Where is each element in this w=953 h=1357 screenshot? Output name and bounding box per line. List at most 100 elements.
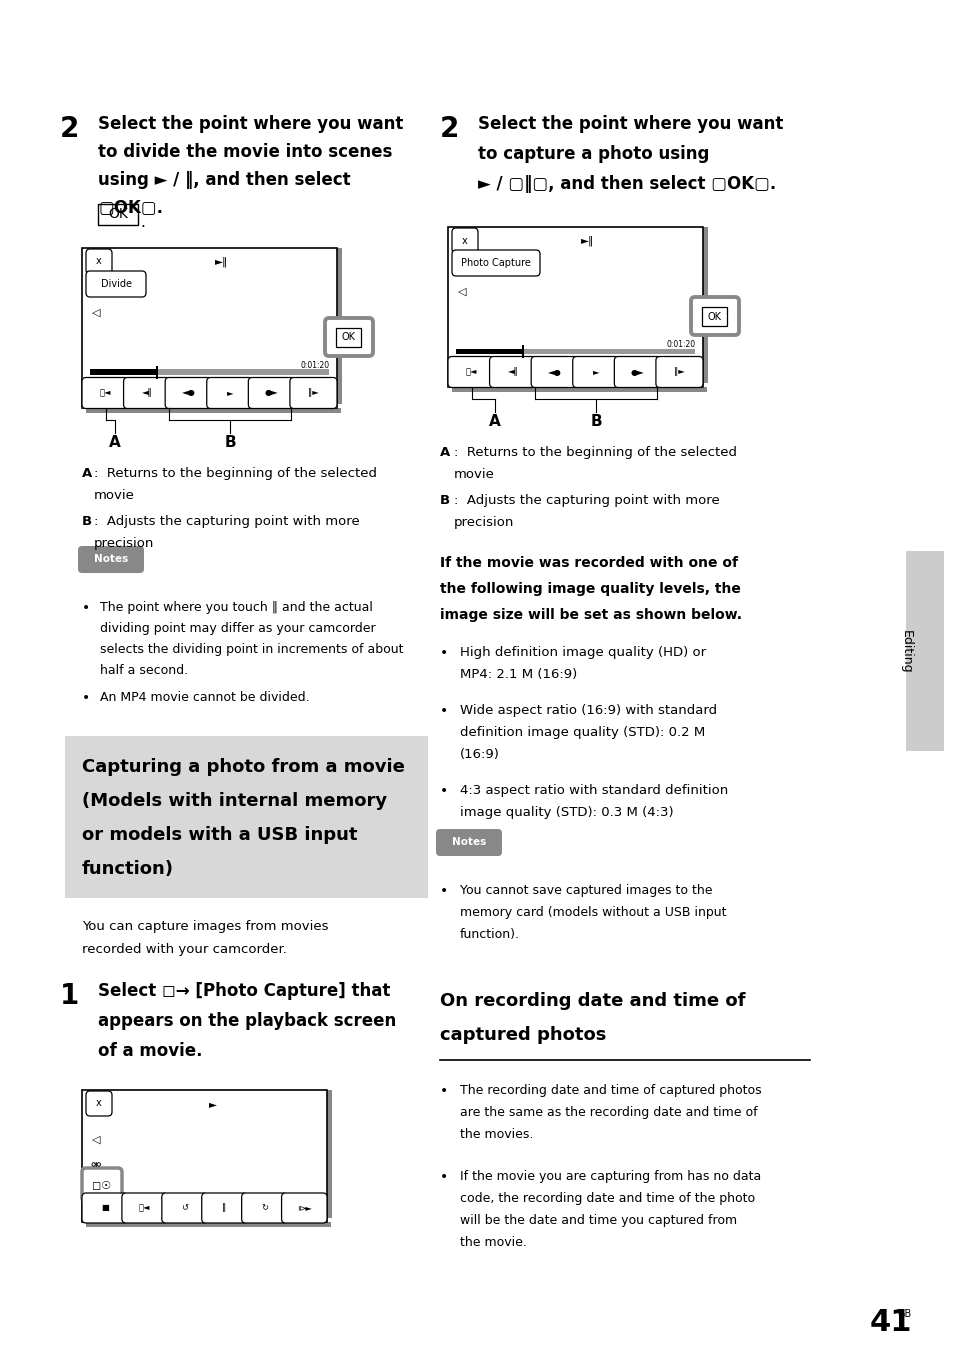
Text: precision: precision xyxy=(94,537,154,550)
Text: On recording date and time of: On recording date and time of xyxy=(439,992,744,1010)
FancyBboxPatch shape xyxy=(452,250,539,275)
Bar xyxy=(905,551,943,752)
FancyBboxPatch shape xyxy=(325,318,373,356)
Text: ⧖◄: ⧖◄ xyxy=(100,388,112,398)
Text: or models with a USB input: or models with a USB input xyxy=(82,826,357,844)
FancyBboxPatch shape xyxy=(78,546,144,573)
Text: You cannot save captured images to the: You cannot save captured images to the xyxy=(459,883,712,897)
Bar xyxy=(90,369,329,375)
Bar xyxy=(65,735,428,898)
Text: ⚮: ⚮ xyxy=(91,1159,101,1172)
FancyBboxPatch shape xyxy=(248,377,295,408)
Text: ◄●: ◄● xyxy=(182,388,195,398)
Text: selects the dividing point in increments of about: selects the dividing point in increments… xyxy=(100,643,403,655)
Text: ■: ■ xyxy=(101,1204,109,1213)
Text: B: B xyxy=(224,436,235,451)
Text: ◄‖: ◄‖ xyxy=(507,368,518,376)
Text: function): function) xyxy=(82,860,173,878)
Text: ◄●: ◄● xyxy=(547,368,561,376)
Text: •: • xyxy=(439,1170,448,1185)
FancyBboxPatch shape xyxy=(86,248,112,274)
Text: ⧖◄: ⧖◄ xyxy=(139,1204,151,1213)
Text: 0:01:20: 0:01:20 xyxy=(666,339,696,349)
Text: ►‖: ►‖ xyxy=(580,236,593,246)
FancyBboxPatch shape xyxy=(281,1193,327,1223)
Text: ►: ► xyxy=(593,368,598,376)
Text: dividing point may differ as your camcorder: dividing point may differ as your camcor… xyxy=(100,622,375,635)
Text: the movies.: the movies. xyxy=(459,1128,533,1141)
Text: If the movie you are capturing from has no data: If the movie you are capturing from has … xyxy=(459,1170,760,1183)
Text: ●►: ●► xyxy=(630,368,644,376)
Text: .: . xyxy=(140,214,145,229)
Text: Divide: Divide xyxy=(100,280,132,289)
Bar xyxy=(155,366,158,379)
FancyBboxPatch shape xyxy=(290,377,336,408)
Bar xyxy=(448,357,702,387)
Text: ►: ► xyxy=(209,1099,217,1109)
Bar xyxy=(456,349,695,354)
Text: Select the point where you want: Select the point where you want xyxy=(477,115,782,133)
Bar xyxy=(456,349,522,354)
FancyBboxPatch shape xyxy=(531,357,578,388)
Text: Select the point where you want: Select the point where you want xyxy=(98,115,403,133)
Text: captured photos: captured photos xyxy=(439,1026,606,1044)
Text: the movie.: the movie. xyxy=(459,1236,526,1248)
Bar xyxy=(90,369,156,375)
FancyBboxPatch shape xyxy=(436,829,501,856)
FancyBboxPatch shape xyxy=(86,1091,112,1115)
Text: using ► / ‖, and then select: using ► / ‖, and then select xyxy=(98,171,351,189)
Text: 2: 2 xyxy=(439,115,459,142)
Text: the following image quality levels, the: the following image quality levels, the xyxy=(439,582,740,596)
FancyBboxPatch shape xyxy=(82,1168,122,1202)
Text: Select ◻→ [Photo Capture] that: Select ◻→ [Photo Capture] that xyxy=(98,982,390,1000)
Bar xyxy=(452,387,706,392)
FancyBboxPatch shape xyxy=(86,271,146,297)
FancyBboxPatch shape xyxy=(82,1193,128,1223)
Bar xyxy=(86,408,340,413)
FancyBboxPatch shape xyxy=(207,377,253,408)
Text: of a movie.: of a movie. xyxy=(98,1042,202,1060)
Text: Wide aspect ratio (16:9) with standard: Wide aspect ratio (16:9) with standard xyxy=(459,704,717,716)
Text: x: x xyxy=(461,236,467,246)
Text: •: • xyxy=(82,601,91,615)
Text: An MP4 movie cannot be divided.: An MP4 movie cannot be divided. xyxy=(100,691,310,704)
Text: OK: OK xyxy=(707,312,720,322)
Bar xyxy=(82,379,336,408)
Bar xyxy=(82,248,336,408)
Text: recorded with your camcorder.: recorded with your camcorder. xyxy=(82,943,287,955)
Text: ► / ▢‖▢, and then select ▢OK▢.: ► / ▢‖▢, and then select ▢OK▢. xyxy=(477,175,776,193)
Text: OK: OK xyxy=(108,208,128,221)
Text: ►: ► xyxy=(227,388,233,398)
Text: :  Adjusts the capturing point with more: : Adjusts the capturing point with more xyxy=(454,494,719,508)
Text: memory card (models without a USB input: memory card (models without a USB input xyxy=(459,906,726,919)
Text: High definition image quality (HD) or: High definition image quality (HD) or xyxy=(459,646,705,660)
FancyBboxPatch shape xyxy=(572,357,619,388)
Text: ⧐►: ⧐► xyxy=(296,1204,312,1213)
Text: OK: OK xyxy=(341,332,355,342)
Text: to divide the movie into scenes: to divide the movie into scenes xyxy=(98,142,392,161)
Text: Capturing a photo from a movie: Capturing a photo from a movie xyxy=(82,759,404,776)
Text: ↺: ↺ xyxy=(181,1204,188,1213)
Text: half a second.: half a second. xyxy=(100,664,188,677)
Text: Notes: Notes xyxy=(452,837,486,848)
Text: to capture a photo using: to capture a photo using xyxy=(477,145,709,163)
Text: x: x xyxy=(96,256,102,266)
Text: 4:3 aspect ratio with standard definition: 4:3 aspect ratio with standard definitio… xyxy=(459,784,727,797)
Bar xyxy=(448,227,702,387)
Bar xyxy=(701,307,726,326)
Bar xyxy=(336,248,341,404)
Text: A: A xyxy=(489,414,500,429)
Text: (16:9): (16:9) xyxy=(459,748,499,761)
FancyBboxPatch shape xyxy=(162,1193,207,1223)
Text: definition image quality (STD): 0.2 M: definition image quality (STD): 0.2 M xyxy=(459,726,704,740)
Text: code, the recording date and time of the photo: code, the recording date and time of the… xyxy=(459,1191,755,1205)
Text: ▢OK▢.: ▢OK▢. xyxy=(98,199,163,217)
Text: (Models with internal memory: (Models with internal memory xyxy=(82,792,387,810)
Text: 41: 41 xyxy=(868,1308,911,1337)
Text: x: x xyxy=(96,1099,102,1109)
Text: MP4: 2.1 M (16:9): MP4: 2.1 M (16:9) xyxy=(459,668,577,681)
Text: movie: movie xyxy=(454,468,495,480)
Text: Editing: Editing xyxy=(899,630,911,673)
Text: function).: function). xyxy=(459,928,519,940)
Text: ‖: ‖ xyxy=(222,1204,227,1213)
